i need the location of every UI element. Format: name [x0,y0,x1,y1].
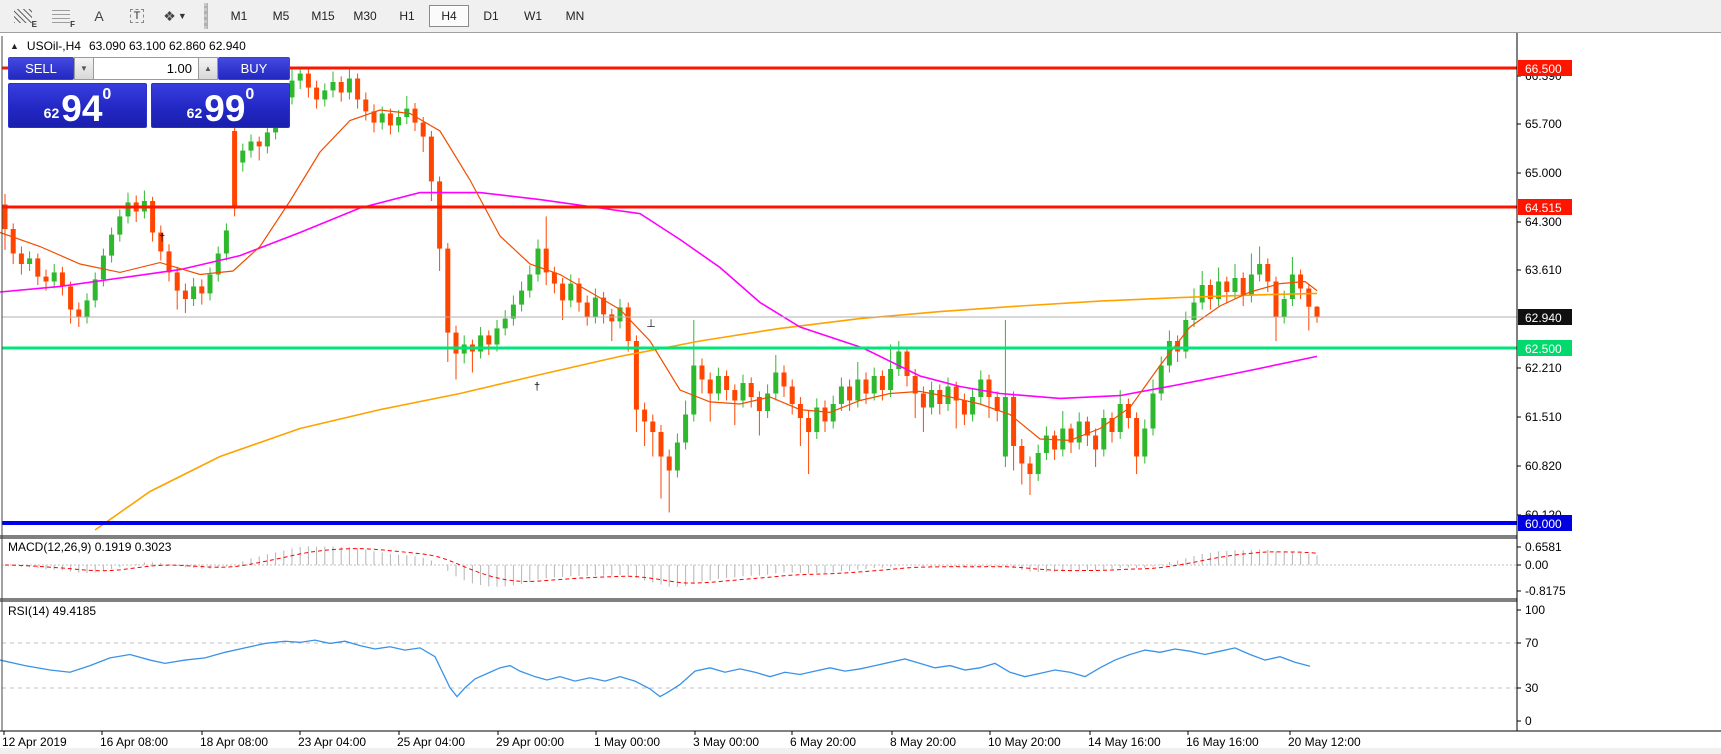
candles-layer [2,68,1320,513]
axes-layer: 66.39065.70065.00064.30063.61062.21061.5… [0,33,1721,754]
ask-pips: 99 [204,87,246,129]
time-axis-label: 14 May 16:00 [1088,735,1161,749]
price-label-text: 60.000 [1525,517,1562,531]
time-axis-label: 3 May 00:00 [693,735,759,749]
fibonacci-tool-icon[interactable]: F [46,4,76,29]
timeframe-button-d1[interactable]: D1 [483,9,499,23]
time-axis-label: 12 Apr 2019 [2,735,67,749]
time-axis-label: 29 Apr 00:00 [496,735,564,749]
hatch-icon [14,9,32,23]
symbol-title: USOil-,H4 [26,39,81,53]
indicator-axis-tick: 0.00 [1525,558,1549,572]
timeframe-button-m5[interactable]: M5 [272,9,290,23]
indicator-axis-tick: 0.6581 [1525,540,1562,554]
letter-t-boxed-icon: T [129,9,145,23]
shapes-tool-icon[interactable]: ❖ ▼ [160,4,190,28]
time-axis-label: 18 Apr 08:00 [200,735,268,749]
time-axis-label: 20 May 12:00 [1288,735,1361,749]
bid-pips: 94 [61,87,103,129]
medium-ma-line [0,191,1318,400]
ask-big-figure: 62 [186,105,203,121]
price-axis-tick: 62.210 [1525,361,1562,375]
ask-point: 0 [245,86,255,103]
draw-channel-tool-icon[interactable]: E [8,4,38,29]
trade-marker: † [534,381,540,393]
timeframe-button-h1[interactable]: H1 [399,9,415,23]
toolbar-separator [204,3,208,29]
main-toolbar: E F A T ❖ ▼ M1 M5 M15 M30 H1 H4 D1 W1 MN [0,0,1721,33]
rsi-line [0,639,1311,698]
slow-ma-line [94,292,1318,531]
volume-decrease-button[interactable]: ▼ [74,57,94,80]
indicator-panels-layer [0,546,1517,698]
indicator-axis-tick: 70 [1525,636,1539,650]
timeframe-button-w1[interactable]: W1 [524,9,542,23]
price-axis-tick: 64.300 [1525,215,1562,229]
price-label-box [1518,515,1572,531]
text-box-tool-icon[interactable]: T [122,4,152,28]
dropdown-caret-icon: ▼ [177,11,187,21]
price-chart[interactable]: ††⊥66.39065.70065.00064.30063.61062.2106… [0,33,1721,754]
moving-averages-layer [0,109,1318,531]
indicator-axis-tick: -0.8175 [1525,584,1566,598]
time-axis-label: 16 Apr 08:00 [100,735,168,749]
sell-button[interactable]: SELL [8,57,74,80]
indicator-axis-tick: 100 [1525,603,1545,617]
letter-a-icon: A [94,8,104,24]
timeframe-button-h4[interactable]: H4 [429,5,469,27]
diamond-icon: ❖ [163,7,176,24]
fast-ma-line [0,109,1318,442]
price-axis-tick: 65.700 [1525,117,1562,131]
bid-price-box[interactable]: 62 94 0 [8,83,147,128]
tool-sub-label: F [70,20,75,29]
dotted-lines-icon [52,9,70,23]
indicator-axis-tick: 0 [1525,714,1532,728]
price-axis-tick: 63.610 [1525,263,1562,277]
time-axis-label: 8 May 20:00 [890,735,956,749]
rsi-indicator-title: RSI(14) 49.4185 [8,604,97,618]
timeframe-bar: M1 M5 M15 M30 H1 H4 D1 W1 MN [218,5,596,27]
one-click-trading-panel: SELL ▼ 1.00 ▲ BUY 62 94 0 62 99 0 [8,57,290,128]
trade-marker: † [159,232,165,244]
timeframe-button-m15[interactable]: M15 [311,9,335,23]
timeframe-button-m30[interactable]: M30 [353,9,377,23]
price-label-text: 62.940 [1525,311,1562,325]
trade-marker: ⊥ [646,318,656,330]
chart-window: ††⊥66.39065.70065.00064.30063.61062.2106… [0,33,1721,754]
time-axis-label: 6 May 20:00 [790,735,856,749]
time-axis-label: 10 May 20:00 [988,735,1061,749]
indicator-axis-tick: 30 [1525,681,1539,695]
price-label-box [1518,340,1572,356]
price-axis-tick: 65.000 [1525,166,1562,180]
price-label-text: 62.500 [1525,342,1562,356]
bid-point: 0 [102,86,112,103]
volume-increase-button[interactable]: ▲ [198,57,218,80]
chart-title-bar: ▲ USOil-,H4 63.090 63.100 62.860 62.940 [10,39,246,53]
price-axis-tick: 61.510 [1525,410,1562,424]
price-axis-tick: 60.820 [1525,459,1562,473]
price-label-text: 64.515 [1525,201,1562,215]
timeframe-button-mn[interactable]: MN [565,9,585,23]
timeframe-button-m1[interactable]: M1 [230,9,248,23]
ohlc-readout: 63.090 63.100 62.860 62.940 [88,39,246,53]
macd-indicator-title: MACD(12,26,9) 0.1919 0.3023 [8,540,172,554]
ask-price-box[interactable]: 62 99 0 [151,83,290,128]
macd-signal-line [4,548,1318,584]
volume-input[interactable]: 1.00 [94,57,198,80]
collapse-triangle-icon[interactable]: ▲ [10,41,19,51]
price-label-box [1518,309,1572,325]
time-axis-label: 1 May 00:00 [594,735,660,749]
buy-button[interactable]: BUY [218,57,290,80]
text-label-tool-icon[interactable]: A [84,4,114,28]
tool-sub-label: E [31,20,37,29]
price-label-text: 66.500 [1525,62,1562,76]
time-axis-label: 16 May 16:00 [1186,735,1259,749]
time-axis-label: 25 Apr 04:00 [397,735,465,749]
time-axis-label: 23 Apr 04:00 [298,735,366,749]
price-label-box [1518,199,1572,215]
bid-big-figure: 62 [43,105,60,121]
price-label-box [1518,60,1572,76]
levels-layer: † † ⊥ [2,66,1517,525]
